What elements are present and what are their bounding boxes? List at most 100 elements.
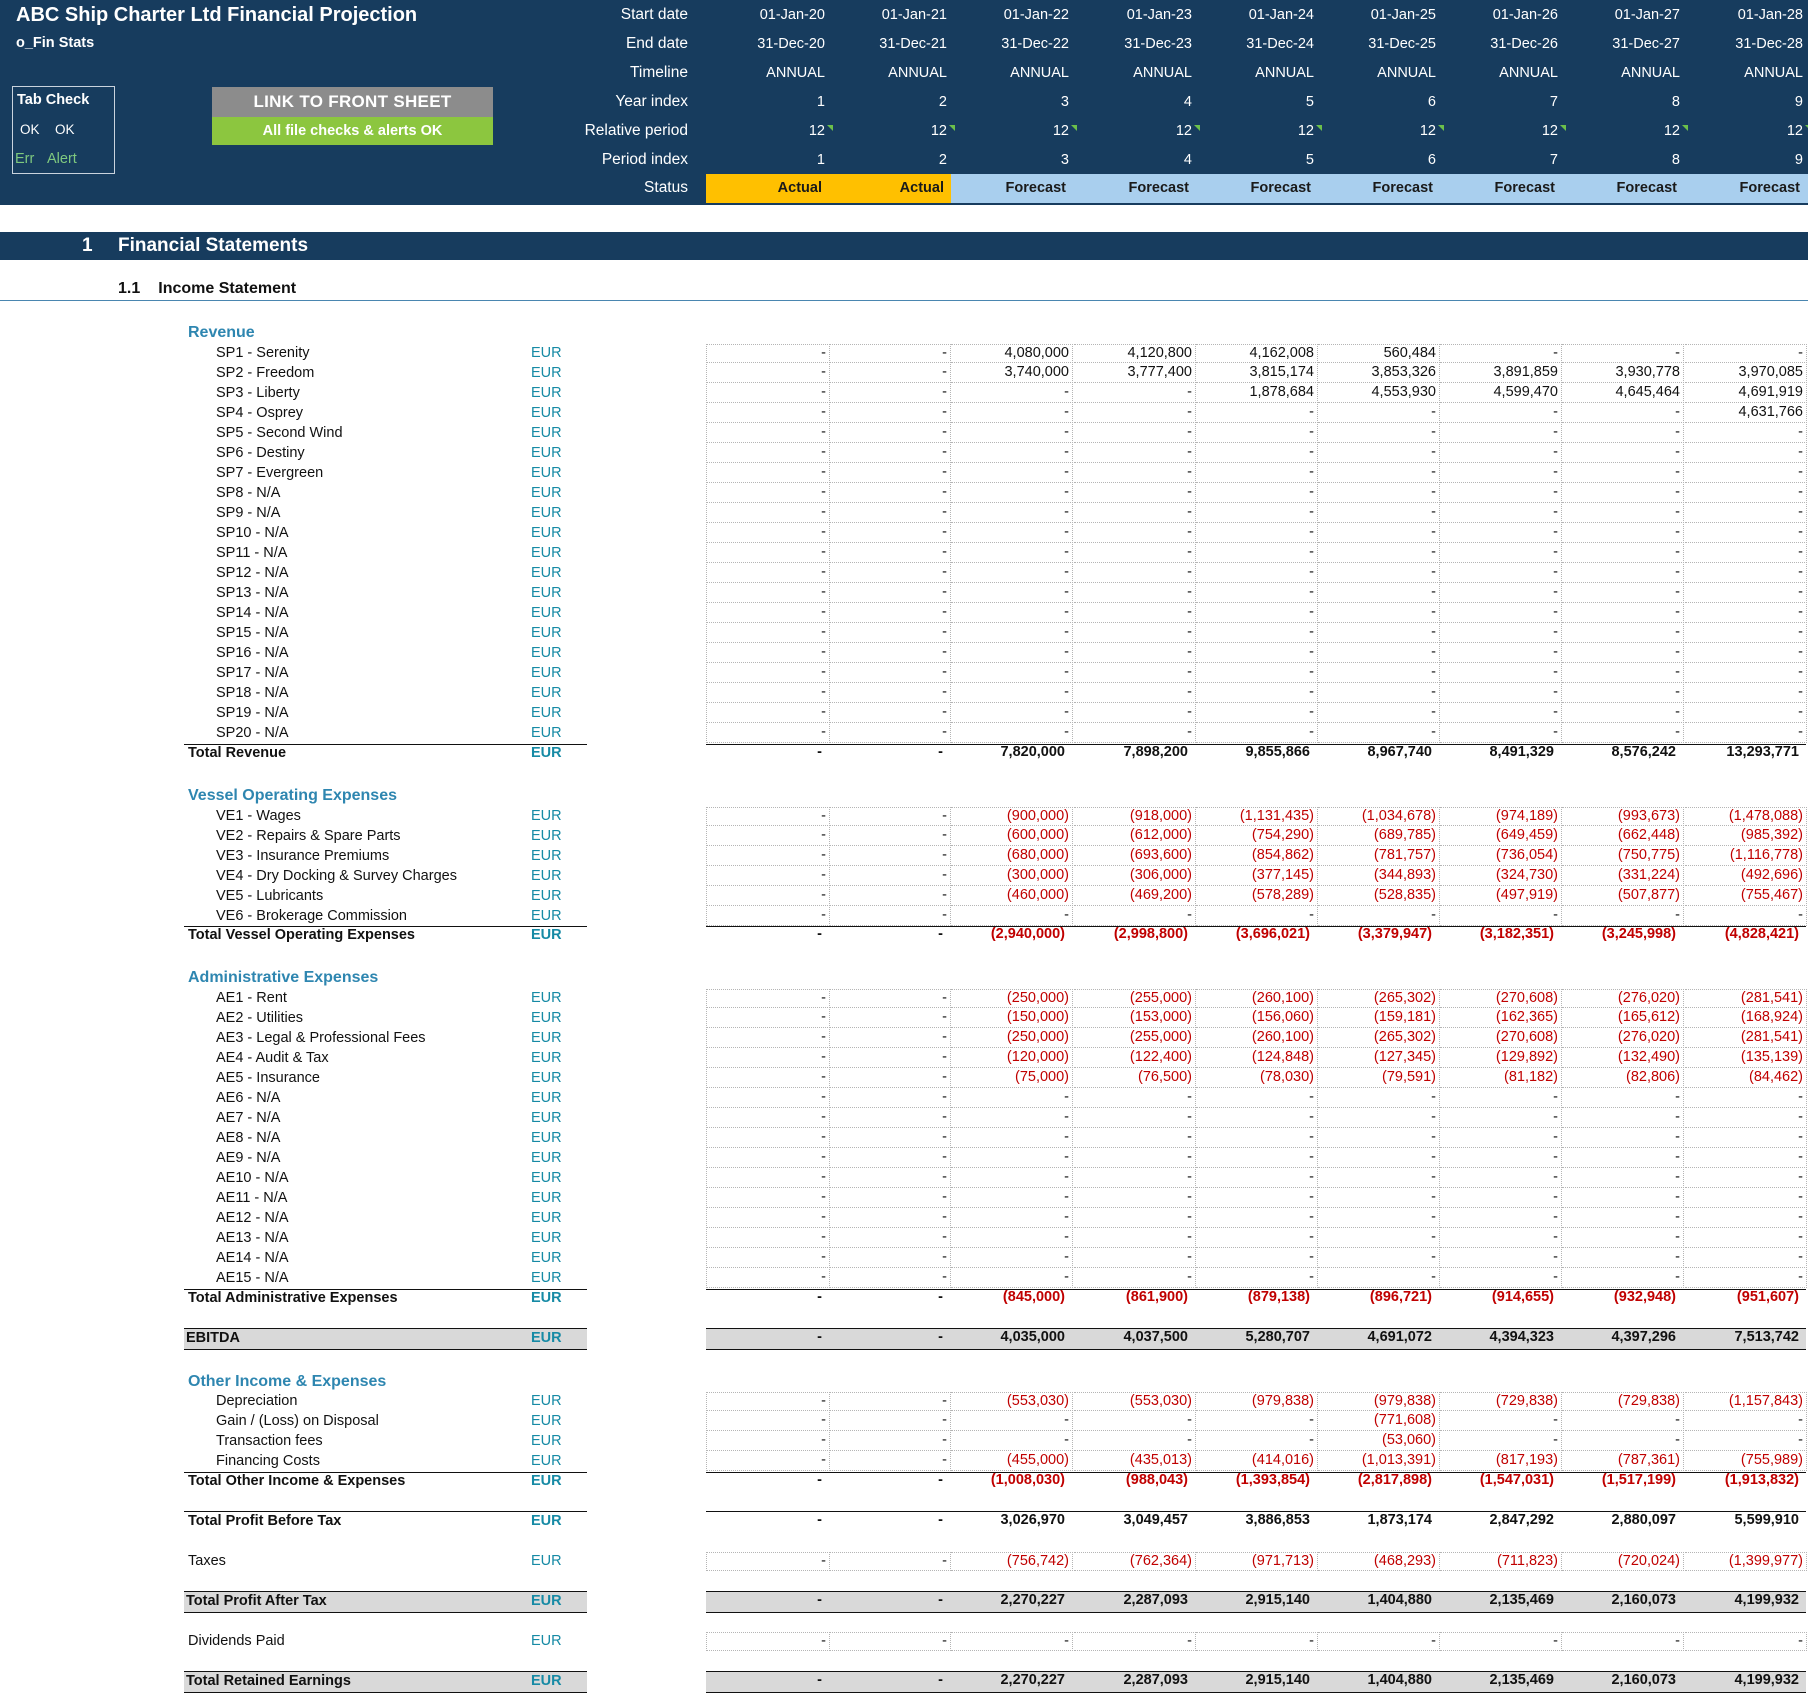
value-cell[interactable]: (993,673): [1562, 807, 1684, 826]
value-cell[interactable]: -: [706, 1129, 830, 1148]
value-cell[interactable]: -: [1318, 544, 1440, 563]
value-cell[interactable]: -: [1685, 544, 1807, 563]
value-cell[interactable]: 560,484: [1318, 344, 1440, 363]
value-cell[interactable]: -: [829, 867, 951, 886]
value-cell[interactable]: -: [1196, 1109, 1318, 1128]
value-cell[interactable]: -: [1562, 907, 1684, 926]
value-cell[interactable]: -: [1318, 724, 1440, 743]
value-cell[interactable]: -: [1196, 1189, 1318, 1208]
value-cell[interactable]: (649,459): [1440, 827, 1562, 846]
value-cell[interactable]: -: [829, 1249, 951, 1268]
value-cell[interactable]: 4,120,800: [1074, 344, 1196, 363]
value-cell[interactable]: -: [1318, 564, 1440, 583]
value-cell[interactable]: -: [706, 1109, 830, 1128]
value-cell[interactable]: -: [829, 1129, 951, 1148]
value-cell[interactable]: -: [1074, 1089, 1196, 1108]
value-cell[interactable]: -: [1440, 1229, 1562, 1248]
value-cell[interactable]: -: [1074, 1229, 1196, 1248]
value-cell[interactable]: -: [1440, 1129, 1562, 1148]
value-cell[interactable]: -: [1196, 1432, 1318, 1451]
value-cell[interactable]: (344,893): [1318, 867, 1440, 886]
value-cell[interactable]: (979,838): [1196, 1392, 1318, 1411]
value-cell[interactable]: (507,877): [1562, 887, 1684, 906]
value-cell[interactable]: (729,838): [1562, 1392, 1684, 1411]
value-cell[interactable]: -: [1562, 544, 1684, 563]
value-cell[interactable]: -: [1196, 624, 1318, 643]
value-cell[interactable]: -: [1440, 424, 1562, 443]
value-cell[interactable]: -: [829, 504, 951, 523]
value-cell[interactable]: -: [706, 1632, 830, 1651]
value-cell[interactable]: -: [1196, 684, 1318, 703]
value-cell[interactable]: -: [1440, 404, 1562, 423]
value-cell[interactable]: -: [829, 1229, 951, 1248]
value-cell[interactable]: -: [829, 364, 951, 383]
value-cell[interactable]: (260,100): [1196, 1029, 1318, 1048]
value-cell[interactable]: -: [1562, 1129, 1684, 1148]
value-cell[interactable]: -: [1440, 1149, 1562, 1168]
value-cell[interactable]: -: [1440, 1269, 1562, 1288]
value-cell[interactable]: 4,553,930: [1318, 384, 1440, 403]
value-cell[interactable]: -: [1196, 424, 1318, 443]
value-cell[interactable]: -: [1318, 1149, 1440, 1168]
value-cell[interactable]: -: [1440, 1412, 1562, 1431]
value-cell[interactable]: -: [1196, 1269, 1318, 1288]
value-cell[interactable]: -: [1318, 1129, 1440, 1148]
value-cell[interactable]: -: [1074, 404, 1196, 423]
value-cell[interactable]: -: [706, 704, 830, 723]
value-cell[interactable]: -: [1196, 1089, 1318, 1108]
value-cell[interactable]: (53,060): [1318, 1432, 1440, 1451]
value-cell[interactable]: -: [1074, 684, 1196, 703]
value-cell[interactable]: -: [1562, 1249, 1684, 1268]
value-cell[interactable]: -: [1562, 724, 1684, 743]
value-cell[interactable]: -: [1074, 1169, 1196, 1188]
value-cell[interactable]: -: [1440, 664, 1562, 683]
value-cell[interactable]: (750,775): [1562, 847, 1684, 866]
value-cell[interactable]: -: [706, 384, 830, 403]
value-cell[interactable]: -: [1074, 544, 1196, 563]
value-cell[interactable]: -: [1318, 424, 1440, 443]
value-cell[interactable]: -: [1685, 1249, 1807, 1268]
value-cell[interactable]: -: [951, 1149, 1073, 1168]
value-cell[interactable]: -: [951, 1209, 1073, 1228]
value-cell[interactable]: (168,924): [1685, 1009, 1807, 1028]
value-cell[interactable]: -: [829, 1149, 951, 1168]
value-cell[interactable]: -: [951, 664, 1073, 683]
value-cell[interactable]: -: [706, 724, 830, 743]
value-cell[interactable]: -: [829, 724, 951, 743]
value-cell[interactable]: -: [951, 704, 1073, 723]
value-cell[interactable]: -: [1196, 1169, 1318, 1188]
value-cell[interactable]: -: [1074, 464, 1196, 483]
value-cell[interactable]: -: [706, 1089, 830, 1108]
value-cell[interactable]: (300,000): [951, 867, 1073, 886]
value-cell[interactable]: 3,930,778: [1562, 364, 1684, 383]
value-cell[interactable]: -: [951, 564, 1073, 583]
value-cell[interactable]: -: [1562, 484, 1684, 503]
value-cell[interactable]: -: [1440, 1209, 1562, 1228]
value-cell[interactable]: (578,289): [1196, 887, 1318, 906]
value-cell[interactable]: -: [1196, 1249, 1318, 1268]
value-cell[interactable]: -: [1196, 544, 1318, 563]
value-cell[interactable]: 4,599,470: [1440, 384, 1562, 403]
value-cell[interactable]: -: [1318, 1632, 1440, 1651]
value-cell[interactable]: (1,034,678): [1318, 807, 1440, 826]
value-cell[interactable]: -: [829, 484, 951, 503]
value-cell[interactable]: (787,361): [1562, 1452, 1684, 1471]
value-cell[interactable]: -: [1074, 1209, 1196, 1228]
value-cell[interactable]: (455,000): [951, 1452, 1073, 1471]
value-cell[interactable]: -: [829, 827, 951, 846]
value-cell[interactable]: (771,608): [1318, 1412, 1440, 1431]
value-cell[interactable]: -: [1074, 504, 1196, 523]
value-cell[interactable]: -: [829, 1209, 951, 1228]
value-cell[interactable]: -: [1562, 1432, 1684, 1451]
value-cell[interactable]: -: [706, 544, 830, 563]
value-cell[interactable]: (754,290): [1196, 827, 1318, 846]
value-cell[interactable]: -: [951, 584, 1073, 603]
value-cell[interactable]: -: [951, 907, 1073, 926]
value-cell[interactable]: -: [1074, 1412, 1196, 1431]
value-cell[interactable]: (84,462): [1685, 1069, 1807, 1088]
value-cell[interactable]: -: [1562, 1412, 1684, 1431]
value-cell[interactable]: -: [829, 424, 951, 443]
value-cell[interactable]: -: [706, 827, 830, 846]
value-cell[interactable]: -: [1562, 684, 1684, 703]
value-cell[interactable]: -: [1562, 344, 1684, 363]
